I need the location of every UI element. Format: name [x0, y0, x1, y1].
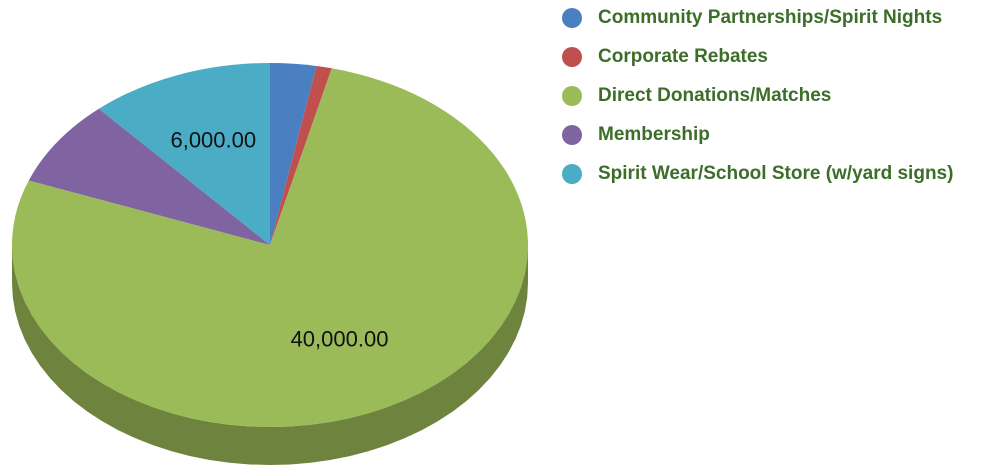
chart-legend: Community Partnerships/Spirit Nights Corp…	[562, 6, 972, 201]
pie-slice-side-2	[12, 245, 528, 465]
pie-slices	[12, 62, 529, 428]
legend-swatch-icon	[562, 125, 582, 145]
legend-label: Community Partnerships/Spirit Nights	[598, 7, 943, 28]
legend-swatch-icon	[562, 47, 582, 67]
legend-item[interactable]: Corporate Rebates	[562, 45, 972, 68]
pie-slice-4[interactable]	[98, 63, 270, 245]
legend-swatch-icon	[562, 8, 582, 28]
pie-slice-2[interactable]	[12, 68, 529, 428]
legend-item[interactable]: Membership	[562, 123, 972, 146]
pie-slice-3[interactable]	[28, 108, 270, 246]
data-label-0: 40,000.00	[291, 327, 389, 352]
data-label-1: 6,000.00	[170, 128, 256, 153]
data-labels: 40,000.00 6,000.00	[170, 128, 388, 352]
legend-swatch-icon	[562, 164, 582, 184]
pie-slice-1[interactable]	[270, 65, 332, 245]
legend-label: Direct Donations/Matches	[598, 85, 832, 106]
legend-item[interactable]: Community Partnerships/Spirit Nights	[562, 6, 972, 29]
legend-item[interactable]: Spirit Wear/School Store (w/yard signs)	[562, 162, 972, 185]
legend-label: Corporate Rebates	[598, 46, 768, 67]
pie-side-walls	[12, 245, 528, 465]
legend-swatch-icon	[562, 86, 582, 106]
legend-label: Membership	[598, 124, 710, 145]
legend-item[interactable]: Direct Donations/Matches	[562, 84, 972, 107]
pie-slice-0[interactable]	[270, 62, 317, 245]
legend-label: Spirit Wear/School Store (w/yard signs)	[598, 163, 954, 184]
